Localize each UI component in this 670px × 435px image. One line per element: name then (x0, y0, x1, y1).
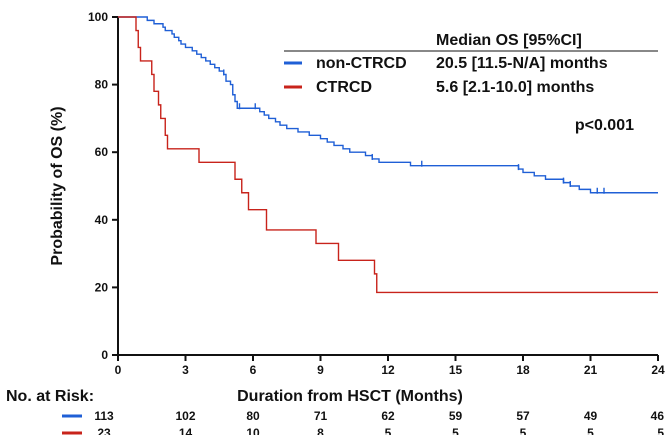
risk-table: No. at Risk:113 102 80 71 62 59 57 49 46 23 14 10 8 5… (6, 388, 664, 435)
risk-table-title: No. at Risk: (6, 388, 94, 405)
y-tick-label: 60 (95, 145, 109, 159)
x-tick-label: 3 (182, 363, 189, 377)
risk-count: 49 (584, 409, 598, 423)
x-tick-label: 6 (250, 363, 257, 377)
risk-count: 5 (520, 426, 527, 435)
risk-count: 80 (246, 409, 260, 423)
y-tick-label: 100 (88, 10, 108, 24)
risk-count: 59 (449, 409, 463, 423)
risk-count: 5 (657, 426, 664, 435)
x-tick-label: 9 (317, 363, 324, 377)
series-line-non-ctrcd (118, 16, 658, 194)
risk-count: 8 (317, 426, 324, 435)
y-tick-label: 0 (101, 348, 108, 362)
risk-count: 10 (246, 426, 260, 435)
y-tick-label: 40 (95, 213, 109, 227)
x-tick-label: 15 (449, 363, 463, 377)
series-line-ctrcd (118, 16, 658, 294)
y-axis-label: Probability of OS (%) (49, 106, 66, 265)
risk-count: 5 (587, 426, 594, 435)
legend-median-label: 20.5 [11.5-N/A] months (436, 55, 608, 72)
legend-series-name: non-CTRCD (316, 55, 407, 72)
survival-curves (118, 16, 658, 294)
legend-series-name: CTRCD (316, 79, 372, 96)
risk-count: 5 (452, 426, 459, 435)
y-tick-label: 80 (95, 78, 109, 92)
legend-median-label: 5.6 [2.1-10.0] months (436, 79, 594, 96)
x-tick-label: 18 (516, 363, 530, 377)
risk-count: 57 (516, 409, 530, 423)
x-tick-label: 0 (115, 363, 122, 377)
risk-count: 14 (179, 426, 193, 435)
risk-count: 5 (385, 426, 392, 435)
risk-count: 71 (314, 409, 328, 423)
y-tick-label: 20 (95, 280, 109, 294)
risk-count: 23 (97, 426, 111, 435)
x-tick-label: 24 (651, 363, 665, 377)
x-tick-label: 21 (584, 363, 598, 377)
x-axis-label: Duration from HSCT (Months) (237, 388, 463, 405)
axes: 0 20 40 60 80 100 0 3 6 9 12 15 18 21 24 Duration from … (49, 10, 665, 405)
risk-count: 46 (651, 409, 665, 423)
x-tick-label: 12 (381, 363, 395, 377)
risk-count: 113 (94, 409, 114, 423)
legend: Median OS [95%CI] non-CTRCD 20.5 [11.5-N/A… (284, 32, 658, 134)
p-value-annotation: p<0.001 (575, 117, 634, 134)
risk-count: 102 (175, 409, 195, 423)
legend-header: Median OS [95%CI] (436, 32, 582, 49)
risk-count: 62 (381, 409, 395, 423)
